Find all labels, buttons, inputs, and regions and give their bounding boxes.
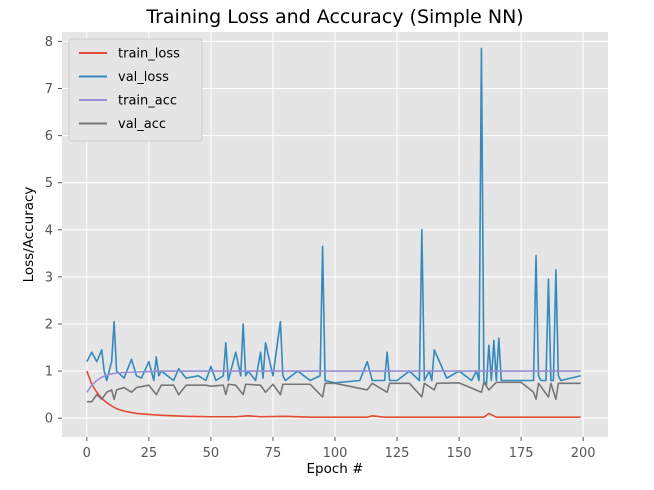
legend-label-val_acc: val_acc <box>118 117 166 132</box>
x-tick-label: 150 <box>447 446 472 461</box>
legend-label-train_acc: train_acc <box>118 94 177 109</box>
series-line-train_loss <box>86 370 581 419</box>
y-tick-label: 2 <box>45 317 53 332</box>
series-lines <box>86 47 581 419</box>
x-tick-label: 175 <box>509 446 534 461</box>
y-tick-label: 6 <box>45 129 53 144</box>
x-tick-label: 50 <box>203 446 220 461</box>
y-tick-label: 7 <box>45 82 53 97</box>
legend-box <box>68 38 203 142</box>
legend: train_loss val_loss train_acc val_acc <box>68 38 203 142</box>
legend-label-train_loss: train_loss <box>118 47 180 62</box>
chart-title: Training Loss and Accuracy (Simple NN) <box>145 6 523 28</box>
x-tick-label: 25 <box>141 446 158 461</box>
x-axis-label: Epoch # <box>307 461 364 477</box>
x-tick-label: 75 <box>265 446 282 461</box>
legend-label-val_loss: val_loss <box>118 70 169 85</box>
y-tick-label: 0 <box>45 412 53 427</box>
y-tick-label: 5 <box>45 176 53 191</box>
x-tick-label: 200 <box>571 446 596 461</box>
y-axis-label: Loss/Accuracy <box>21 187 37 283</box>
series-line-train_acc <box>86 370 581 393</box>
y-tick-label: 3 <box>45 270 53 285</box>
x-tick-label: 100 <box>323 446 348 461</box>
legend-items: train_loss val_loss train_acc val_acc <box>79 47 180 132</box>
series-line-val_loss <box>86 47 581 387</box>
y-tick-label: 4 <box>45 223 53 238</box>
series-line-val_acc <box>86 381 581 403</box>
y-tick-label: 1 <box>45 365 53 380</box>
x-tick-label: 0 <box>83 446 91 461</box>
x-tick-label: 125 <box>385 446 410 461</box>
y-tick-label: 8 <box>45 35 53 50</box>
axis-ticks: 0 25 50 75 100 125 150 175 200 0 1 2 3 4 5 6 7 8 <box>45 35 596 461</box>
